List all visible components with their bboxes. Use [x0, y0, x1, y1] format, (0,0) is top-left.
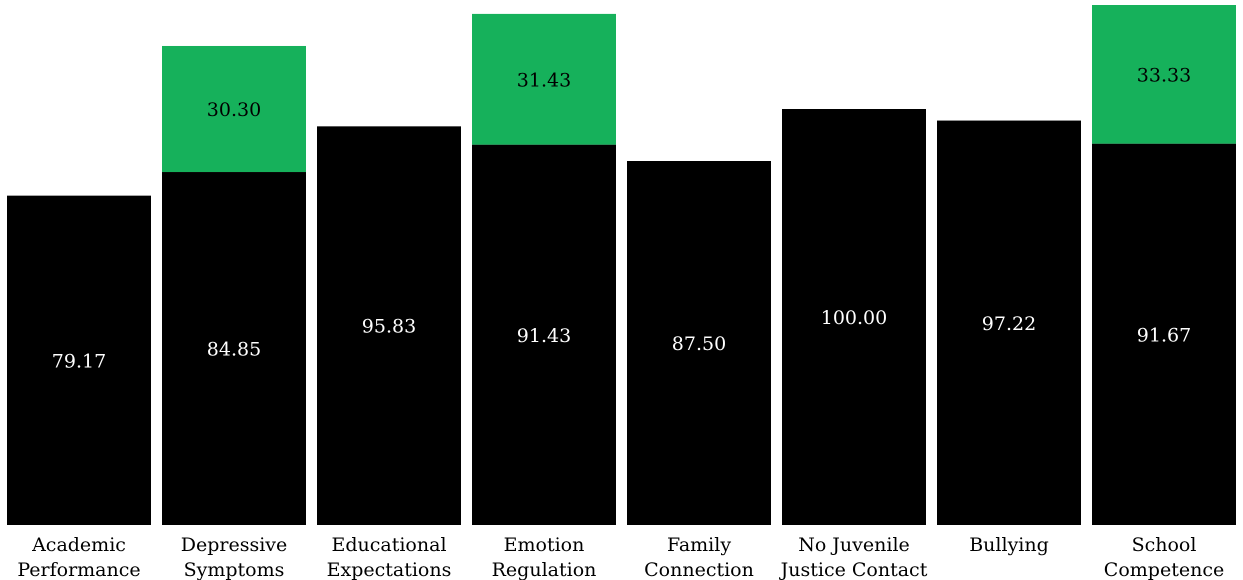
category-label-school-competence: School Competence [1104, 534, 1224, 580]
category-label-emotion-regulation: Emotion Regulation [492, 534, 597, 580]
category-label-line: No Juvenile [798, 534, 910, 556]
bar-academic-performance [7, 195, 151, 525]
value-label-emotion-regulation: 91.43 [517, 325, 571, 347]
category-label-line: Performance [17, 559, 140, 580]
category-label-line: Justice Contact [779, 559, 928, 580]
value-label-educational-expectations: 95.83 [362, 316, 416, 338]
value-label-school-competence: 91.67 [1137, 324, 1191, 346]
bar-emotion-regulation [472, 144, 616, 526]
bar-no-juvenile-justice-contact [782, 109, 926, 525]
category-label-line: Academic [31, 534, 126, 556]
value-label-bullying: 97.22 [982, 313, 1036, 335]
category-label-line: Connection [644, 559, 754, 580]
bar-depressive-symptoms [162, 172, 306, 526]
category-labels-group: Academic Performance Depressive Symptoms Edu… [17, 534, 1224, 580]
category-label-depressive-symptoms: Depressive Symptoms [181, 534, 288, 580]
value-label-family-connection: 87.50 [672, 333, 726, 355]
category-label-line: Regulation [492, 559, 597, 580]
category-label-line: Emotion [504, 534, 585, 556]
category-label-line: Depressive [181, 534, 288, 556]
category-label-educational-expectations: Educational Expectations [327, 534, 452, 580]
bar-segment-emotion-regulation [472, 13, 616, 145]
category-label-no-juvenile-justice-contact: No Juvenile Justice Contact [779, 534, 928, 580]
category-label-line: School [1132, 534, 1197, 556]
segment-value-label-depressive-symptoms: 30.30 [207, 99, 261, 121]
value-label-depressive-symptoms: 84.85 [207, 339, 261, 361]
category-label-line: Bullying [969, 534, 1049, 556]
category-label-line: Competence [1104, 559, 1224, 580]
category-label-family-connection: Family Connection [644, 534, 754, 580]
bar-bullying [937, 120, 1081, 526]
value-labels-group: 79.17 84.85 30.30 95.83 91.43 31.43 87.50 100.0… [52, 64, 1191, 372]
bar-segment-depressive-symptoms [162, 45, 306, 173]
category-label-line: Expectations [327, 559, 452, 580]
bar-school-competence [1092, 143, 1236, 525]
category-label-bullying: Bullying [969, 534, 1049, 556]
bar-family-connection [627, 161, 771, 525]
bars-group [7, 5, 1236, 526]
category-label-line: Symptoms [184, 559, 285, 580]
category-label-line: Educational [331, 534, 446, 556]
category-label-academic-performance: Academic Performance [17, 534, 140, 580]
segment-value-label-school-competence: 33.33 [1137, 64, 1191, 86]
category-label-line: Family [667, 534, 731, 556]
bar-educational-expectations [317, 126, 461, 525]
bar-segment-school-competence [1092, 5, 1236, 144]
segment-value-label-emotion-regulation: 31.43 [517, 69, 571, 91]
value-label-academic-performance: 79.17 [52, 350, 106, 372]
value-label-no-juvenile-justice-contact: 100.00 [821, 307, 887, 329]
